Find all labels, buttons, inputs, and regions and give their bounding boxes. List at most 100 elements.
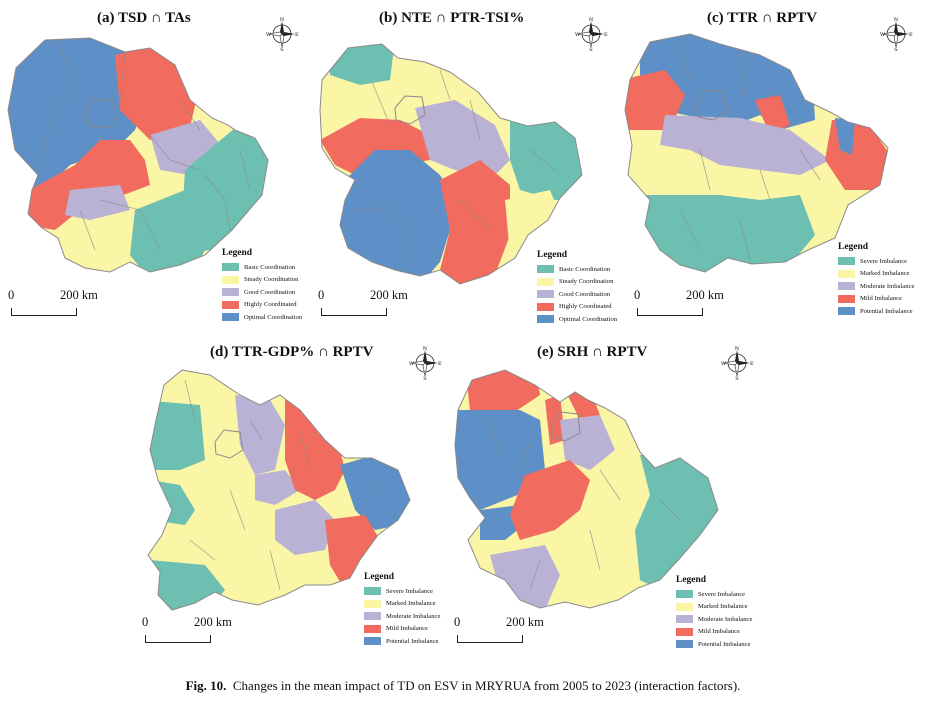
legend-item-marked: Marked Imbalance: [364, 598, 440, 611]
legend-title: Legend: [676, 575, 707, 585]
legend-item-highly: Highly Coordinated: [222, 299, 302, 312]
svg-text:W: W: [409, 361, 415, 367]
svg-text:S: S: [280, 47, 284, 51]
north-arrow-compass-icon: N S W E: [575, 17, 608, 51]
scale-line: [145, 635, 211, 643]
svg-text:E: E: [909, 32, 913, 38]
legend-a: Legend Basic Coordination Steady Coordin…: [222, 248, 302, 324]
scale-zero-label: 0: [634, 288, 641, 302]
scale-zero-label: 0: [142, 615, 149, 629]
swatch-potential: [838, 307, 855, 316]
scale-bar-a: 0 200 km: [8, 288, 98, 318]
scale-distance-label: 200 km: [194, 615, 232, 629]
legend-item-moderate: Moderate Imbalance: [364, 610, 440, 623]
legend-item-marked: Marked Imbalance: [676, 601, 752, 614]
swatch-mild: [364, 624, 381, 633]
region-b-basic-east: [510, 115, 582, 200]
swatch-optimal: [222, 313, 239, 322]
legend-item-highly: Highly Coordinated: [537, 301, 617, 314]
swatch-moderate: [676, 615, 693, 624]
region-e-severe-east: [635, 455, 718, 590]
north-arrow-compass-icon: N S W E: [721, 346, 754, 380]
scale-distance-label: 200 km: [60, 288, 98, 302]
svg-text:S: S: [735, 376, 739, 380]
region-e-mild-center: [510, 460, 590, 540]
scale-distance-label: 200 km: [506, 615, 544, 629]
region-a-highly-west: [20, 140, 150, 230]
region-d-severe-west: [148, 400, 205, 470]
svg-text:E: E: [604, 32, 608, 38]
scale-bar-b: 0 200 km: [318, 288, 408, 318]
legend-item-potential: Potential Imbalance: [676, 638, 752, 651]
region-d-potential-east: [340, 455, 410, 530]
swatch-mild: [838, 294, 855, 303]
figure-caption: Fig. 10. Changes in the mean impact of T…: [0, 678, 926, 694]
legend-item-marked: Marked Imbalance: [838, 268, 914, 281]
swatch-good: [222, 288, 239, 297]
swatch-optimal: [537, 315, 554, 324]
svg-text:S: S: [894, 47, 898, 51]
legend-item-potential: Potential Imbalance: [838, 305, 914, 318]
legend-item-basic: Basic Coordination: [222, 261, 302, 274]
region-c-mild-small: [755, 95, 790, 135]
swatch-basic: [222, 263, 239, 272]
scale-zero-label: 0: [318, 288, 325, 302]
legend-item-steady: Steady Coordination: [222, 274, 302, 287]
swatch-severe: [838, 257, 855, 266]
panel-d-title: (d) TTR-GDP% ∩ RPTV: [210, 344, 374, 360]
region-b-good-center: [415, 100, 510, 180]
swatch-highly: [537, 302, 554, 311]
svg-text:N: N: [280, 17, 285, 23]
region-c-severe-south: [640, 195, 815, 272]
legend-item-mild: Mild Imbalance: [838, 293, 914, 306]
swatch-marked: [676, 602, 693, 611]
legend-item-optimal: Optimal Coordination: [222, 311, 302, 324]
north-arrow-compass-icon: N S W E: [409, 346, 442, 380]
legend-title: Legend: [364, 572, 395, 582]
swatch-potential: [676, 640, 693, 649]
region-b-optimal-south: [330, 150, 455, 284]
svg-text:W: W: [575, 32, 581, 38]
legend-title: Legend: [838, 242, 869, 252]
swatch-highly: [222, 300, 239, 309]
scale-line: [457, 635, 523, 643]
region-e-moderate-center: [560, 415, 615, 470]
svg-text:N: N: [894, 17, 899, 23]
svg-text:W: W: [721, 361, 727, 367]
legend-item-mild: Mild Imbalance: [364, 623, 440, 636]
legend-title: Legend: [537, 250, 568, 260]
region-a-basic-east: [180, 128, 268, 255]
svg-text:S: S: [423, 376, 427, 380]
legend-item-steady: Steady Coordination: [537, 276, 617, 289]
svg-text:N: N: [423, 346, 428, 352]
region-d-mild-center: [285, 400, 345, 500]
swatch-steady: [537, 277, 554, 286]
region-c-potential-east: [835, 118, 855, 155]
figure-caption-text: Changes in the mean impact of TD on ESV …: [232, 678, 741, 693]
legend-item-good: Good Coordination: [537, 288, 617, 301]
region-a-basic-south: [130, 190, 210, 272]
svg-text:E: E: [438, 361, 442, 367]
panel-e-title: (e) SRH ∩ RPTV: [537, 344, 648, 360]
scale-bar-d: 0 200 km: [142, 615, 232, 645]
scale-zero-label: 0: [8, 288, 15, 302]
swatch-steady: [222, 275, 239, 284]
north-arrow-compass-icon: N S W E: [880, 17, 913, 51]
svg-text:E: E: [295, 32, 299, 38]
region-d-moderate-north: [235, 395, 285, 475]
legend-b: Legend Basic Coordination Steady Coordin…: [537, 250, 617, 326]
scale-bar-c: 0 200 km: [634, 288, 724, 318]
legend-c: Legend Severe Imbalance Marked Imbalance…: [838, 242, 914, 318]
svg-text:W: W: [880, 32, 886, 38]
legend-e: Legend Severe Imbalance Marked Imbalance…: [676, 575, 752, 651]
swatch-mild: [676, 627, 693, 636]
region-b-highly-south: [440, 160, 510, 284]
region-c-moderate-band: [660, 115, 830, 175]
scale-line: [321, 308, 387, 316]
region-c-mild-west: [625, 70, 685, 130]
swatch-moderate: [838, 282, 855, 291]
north-arrow-compass-icon: N S W E: [266, 17, 299, 51]
svg-text:S: S: [589, 47, 593, 51]
legend-item-good: Good Coordination: [222, 286, 302, 299]
